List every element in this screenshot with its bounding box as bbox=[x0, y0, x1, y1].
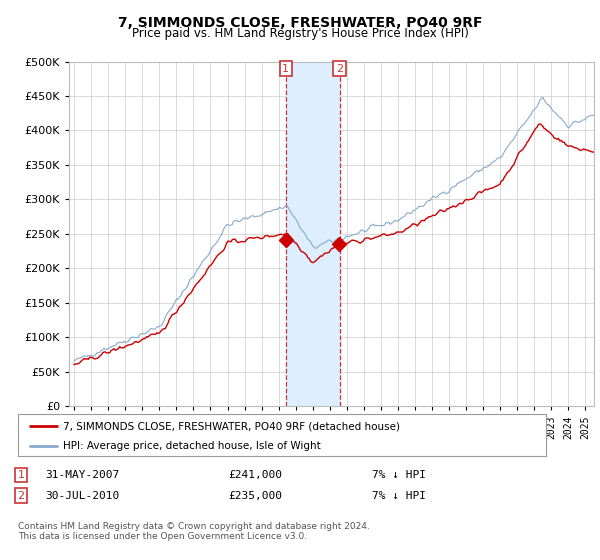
Text: 7% ↓ HPI: 7% ↓ HPI bbox=[372, 470, 426, 480]
Text: 7% ↓ HPI: 7% ↓ HPI bbox=[372, 491, 426, 501]
Text: 2: 2 bbox=[336, 64, 343, 74]
Text: 31-MAY-2007: 31-MAY-2007 bbox=[45, 470, 119, 480]
Text: 7, SIMMONDS CLOSE, FRESHWATER, PO40 9RF: 7, SIMMONDS CLOSE, FRESHWATER, PO40 9RF bbox=[118, 16, 482, 30]
Bar bbox=[286, 62, 340, 406]
Text: HPI: Average price, detached house, Isle of Wight: HPI: Average price, detached house, Isle… bbox=[63, 441, 320, 451]
Text: 2: 2 bbox=[17, 491, 25, 501]
Text: £235,000: £235,000 bbox=[228, 491, 282, 501]
Text: 1: 1 bbox=[17, 470, 25, 480]
Text: 30-JUL-2010: 30-JUL-2010 bbox=[45, 491, 119, 501]
Text: 1: 1 bbox=[283, 64, 289, 74]
Text: Price paid vs. HM Land Registry's House Price Index (HPI): Price paid vs. HM Land Registry's House … bbox=[131, 27, 469, 40]
Text: £241,000: £241,000 bbox=[228, 470, 282, 480]
Text: 7, SIMMONDS CLOSE, FRESHWATER, PO40 9RF (detached house): 7, SIMMONDS CLOSE, FRESHWATER, PO40 9RF … bbox=[63, 421, 400, 431]
Text: Contains HM Land Registry data © Crown copyright and database right 2024.
This d: Contains HM Land Registry data © Crown c… bbox=[18, 522, 370, 542]
